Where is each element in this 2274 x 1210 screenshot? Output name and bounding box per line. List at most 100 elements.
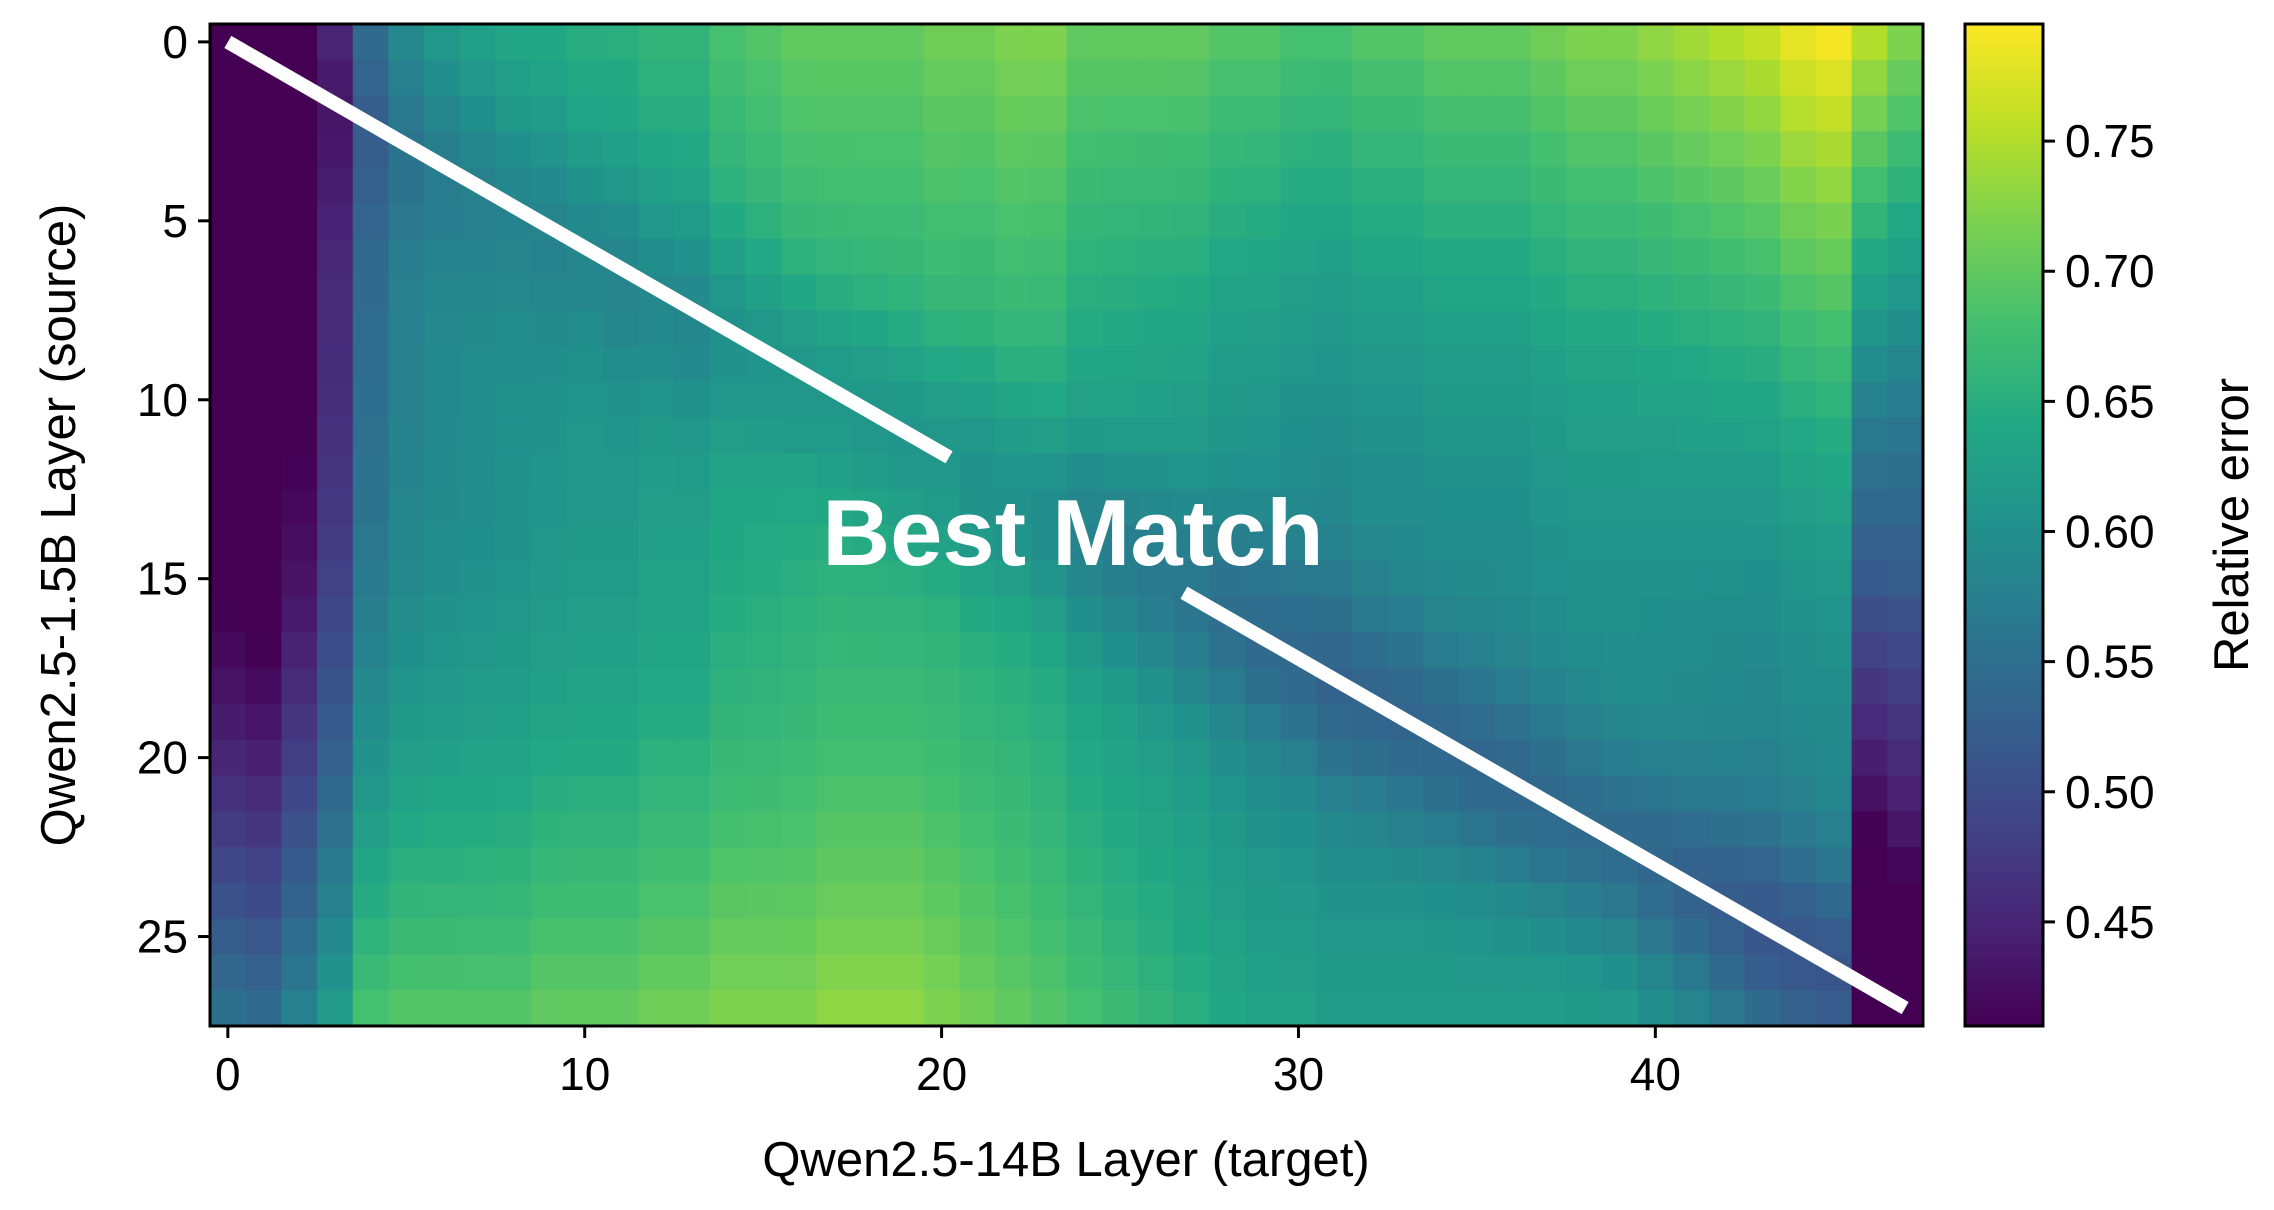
heatmap-cell	[1316, 847, 1353, 884]
heatmap-cell	[816, 202, 853, 240]
heatmap-cell	[459, 202, 497, 240]
heatmap-cell	[531, 847, 568, 884]
heatmap-cell	[424, 668, 461, 705]
heatmap-cell	[1887, 882, 1924, 920]
heatmap-cell	[923, 274, 961, 311]
heatmap-cell	[352, 632, 390, 669]
heatmap-cell	[745, 560, 782, 598]
heatmap-cell	[531, 882, 568, 920]
heatmap-cell	[495, 310, 532, 347]
heatmap-cell	[709, 775, 746, 812]
heatmap-cell	[638, 453, 675, 490]
heatmap-cell	[1708, 596, 1746, 633]
heatmap-cell	[1280, 489, 1317, 526]
heatmap-cell	[1137, 238, 1175, 276]
heatmap-cell	[1637, 167, 1674, 204]
heatmap-cell	[1030, 489, 1068, 526]
heatmap-cell	[1209, 811, 1246, 848]
heatmap-cell	[1566, 131, 1603, 168]
heatmap-cell	[1209, 417, 1246, 455]
heatmap-cell	[1530, 990, 1567, 1027]
heatmap-cell	[1280, 847, 1317, 884]
heatmap-cell	[1780, 990, 1817, 1027]
x-tick-label: 20	[916, 1048, 967, 1100]
heatmap-cell	[673, 739, 711, 777]
heatmap-cell	[852, 95, 889, 132]
heatmap-cell	[317, 918, 354, 956]
heatmap-cell	[1423, 95, 1460, 132]
heatmap-cell	[673, 560, 711, 598]
heatmap-cell	[709, 346, 746, 383]
y-axis-label: Qwen2.5-1.5B Layer (source)	[32, 204, 86, 847]
heatmap-cell	[1530, 525, 1567, 562]
heatmap-cell	[781, 668, 818, 705]
heatmap-cell	[388, 489, 425, 526]
heatmap-cell	[1102, 954, 1139, 991]
heatmap-cell	[888, 632, 925, 669]
heatmap-cell	[1815, 847, 1853, 884]
heatmap-cell	[1352, 131, 1389, 168]
heatmap-cell	[1066, 24, 1103, 61]
heatmap-cell	[1352, 453, 1389, 490]
heatmap-cell	[1459, 274, 1496, 311]
heatmap-cell	[424, 954, 461, 991]
heatmap-cell	[210, 131, 247, 168]
heatmap-cell	[1887, 560, 1924, 598]
heatmap-cell	[210, 632, 247, 669]
heatmap-cell	[495, 346, 532, 383]
heatmap-cell	[1280, 811, 1317, 848]
heatmap-cell	[673, 811, 711, 848]
heatmap-cell	[781, 489, 818, 526]
heatmap-cell	[531, 24, 568, 61]
heatmap-cell	[888, 525, 925, 562]
heatmap-cell	[1708, 918, 1746, 956]
heatmap-cell	[1066, 811, 1103, 848]
heatmap-cell	[424, 381, 461, 419]
heatmap-cell	[1637, 775, 1674, 812]
heatmap-cell	[317, 668, 354, 705]
heatmap-cell	[1530, 95, 1567, 132]
heatmap-cell	[1815, 381, 1853, 419]
heatmap-cell	[1744, 990, 1781, 1027]
heatmap-cell	[531, 95, 568, 132]
heatmap-cell	[673, 525, 711, 562]
heatmap-cell	[1459, 381, 1496, 419]
heatmap-cell	[566, 990, 604, 1027]
heatmap-cells	[210, 24, 1924, 1027]
heatmap-cell	[424, 596, 461, 633]
heatmap-cell	[1030, 417, 1068, 455]
heatmap-cell	[1173, 703, 1210, 741]
heatmap-cell	[745, 918, 782, 956]
heatmap-cell	[923, 59, 961, 97]
heatmap-cell	[1673, 668, 1710, 705]
heatmap-cell	[852, 811, 889, 848]
heatmap-cell	[816, 775, 853, 812]
heatmap-cell	[1209, 525, 1246, 562]
heatmap-cell	[388, 775, 425, 812]
heatmap-cell	[1708, 954, 1746, 991]
heatmap-cell	[816, 417, 853, 455]
heatmap-cell	[923, 811, 961, 848]
heatmap-cell	[1744, 811, 1781, 848]
heatmap-cell	[1780, 525, 1817, 562]
best-match-label: Best Match	[822, 480, 1323, 585]
heatmap-cell	[1387, 238, 1424, 276]
heatmap-cell	[566, 882, 604, 920]
heatmap-cell	[1030, 847, 1068, 884]
heatmap-cell	[1530, 560, 1567, 598]
heatmap-cell	[1423, 453, 1460, 490]
heatmap-cell	[1030, 775, 1068, 812]
heatmap-cell	[1387, 59, 1424, 97]
heatmap-cell	[388, 202, 425, 240]
heatmap-cell	[638, 954, 675, 991]
heatmap-cell	[1352, 167, 1389, 204]
heatmap-cell	[352, 167, 390, 204]
heatmap-cell	[923, 346, 961, 383]
heatmap-cell	[709, 954, 746, 991]
heatmap-cell	[673, 24, 711, 61]
heatmap-cell	[1316, 775, 1353, 812]
heatmap-cell	[1280, 274, 1317, 311]
heatmap-cell	[852, 453, 889, 490]
heatmap-cell	[210, 453, 247, 490]
heatmap-cell	[531, 131, 568, 168]
